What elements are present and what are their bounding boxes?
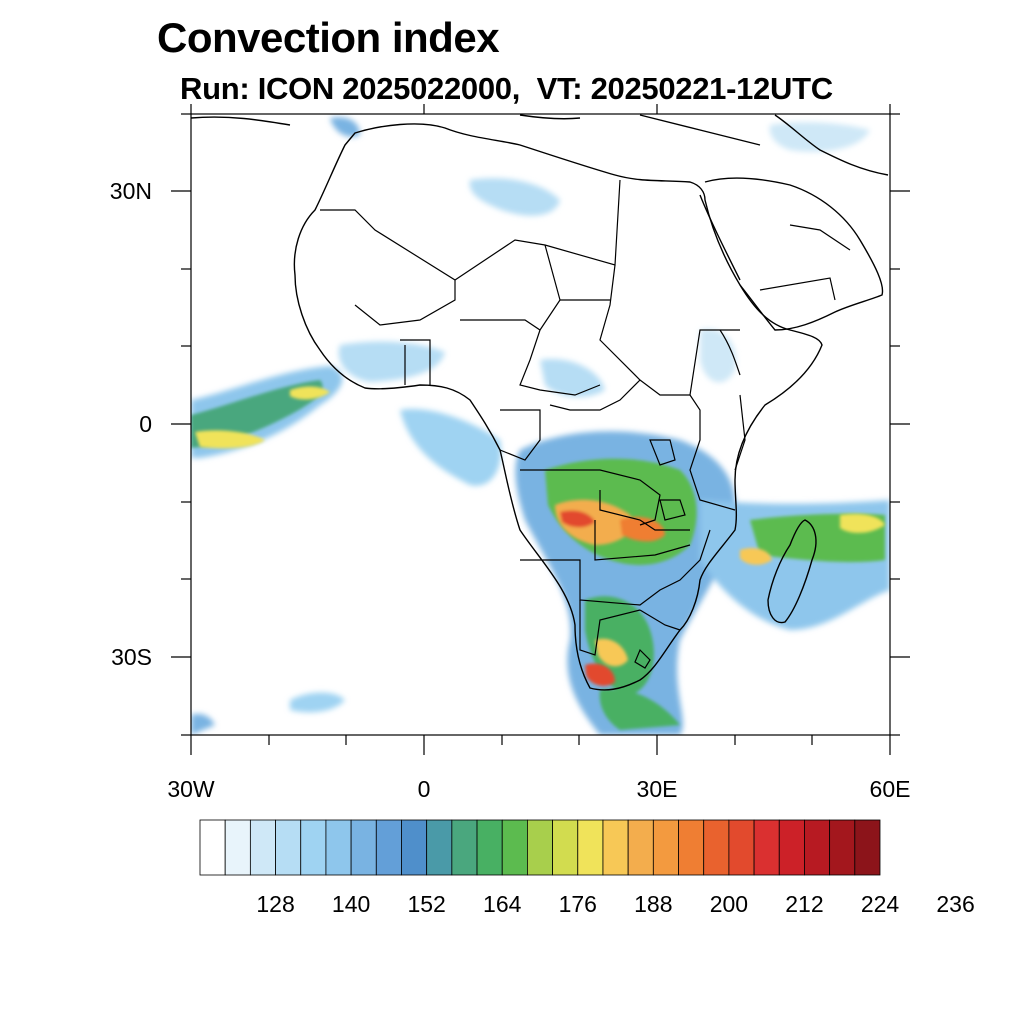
colorbar-tick-label: 188 <box>634 891 672 917</box>
colorbar-tick-label: 212 <box>785 891 823 917</box>
colorbar-box <box>249 819 276 876</box>
lon-label-30e: 30E <box>637 776 678 802</box>
convection-field <box>191 117 890 735</box>
colorbar-box <box>375 819 402 876</box>
colorbar-tick-label: 140 <box>332 891 370 917</box>
colorbar-box <box>602 819 629 876</box>
colorbar-box <box>552 819 579 876</box>
colorbar-tick-label: 152 <box>407 891 445 917</box>
axis-ticks <box>171 104 910 755</box>
colorbar-box <box>476 819 503 876</box>
colorbar-box <box>501 819 528 876</box>
colorbar-box <box>728 819 755 876</box>
colorbar-box <box>300 819 327 876</box>
colorbar-box <box>275 819 302 876</box>
colorbar-box <box>753 819 780 876</box>
colorbar-tick-label: 176 <box>559 891 597 917</box>
colorbar-box <box>199 819 226 876</box>
colorbar-box <box>224 819 251 876</box>
colorbar <box>199 819 881 876</box>
colorbar-box <box>778 819 805 876</box>
lon-label-30w: 30W <box>167 776 215 802</box>
colorbar-box <box>401 819 428 876</box>
colorbar-box <box>804 819 831 876</box>
map-title: Convection index <box>157 14 500 61</box>
lat-label-30n: 30N <box>110 178 152 204</box>
colorbar-tick-label: 224 <box>861 891 900 917</box>
map-subtitle: Run: ICON 2025022000, VT: 20250221-12UTC <box>180 71 833 106</box>
colorbar-box <box>527 819 553 876</box>
colorbar-box <box>678 819 705 876</box>
colorbar-tick-label: 128 <box>256 891 294 917</box>
country-borders <box>320 179 851 669</box>
lat-label-0: 0 <box>139 411 152 437</box>
colorbar-box <box>829 819 856 876</box>
colorbar-tick-label: 236 <box>936 891 974 917</box>
colorbar-box <box>627 819 654 876</box>
colorbar-box <box>703 819 730 876</box>
colorbar-box <box>325 819 352 876</box>
lon-label-0: 0 <box>418 776 431 802</box>
colorbar-tick-label: 164 <box>483 891 522 917</box>
lon-label-60e: 60E <box>870 776 911 802</box>
colorbar-labels: 128 140 152 164 176 188 200 212 224 236 <box>256 891 974 917</box>
colorbar-box <box>451 819 478 876</box>
colorbar-box <box>854 819 881 876</box>
colorbar-box <box>652 819 679 876</box>
colorbar-box <box>577 819 604 876</box>
colorbar-tick-label: 200 <box>710 891 748 917</box>
coastlines <box>191 114 889 691</box>
colorbar-box <box>350 819 377 876</box>
field-high <box>195 386 885 686</box>
colorbar-box <box>426 819 453 876</box>
lat-label-30s: 30S <box>111 644 152 670</box>
